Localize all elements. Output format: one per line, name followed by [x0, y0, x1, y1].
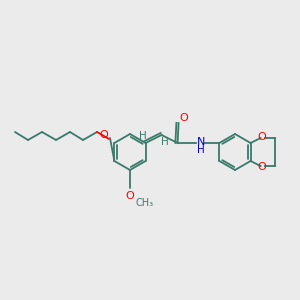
- Text: O: O: [257, 162, 266, 172]
- Text: H: H: [197, 145, 205, 155]
- Text: O: O: [126, 191, 134, 201]
- Text: N: N: [196, 137, 205, 147]
- Text: O: O: [257, 132, 266, 142]
- Text: O: O: [100, 130, 108, 140]
- Text: H: H: [139, 131, 146, 141]
- Text: H: H: [161, 137, 169, 147]
- Text: CH₃: CH₃: [136, 198, 154, 208]
- Text: O: O: [179, 113, 188, 123]
